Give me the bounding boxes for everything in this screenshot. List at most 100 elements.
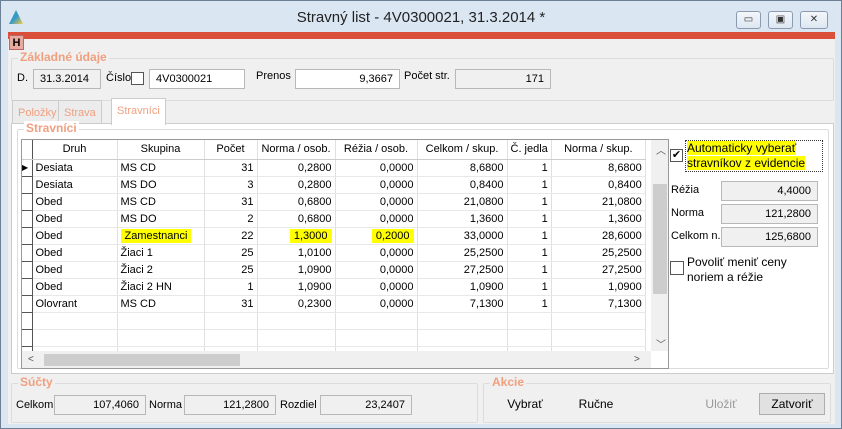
table-cell[interactable]: 0,2800 <box>257 176 336 194</box>
table-cell[interactable]: Zamestnanci <box>117 227 205 245</box>
column-header[interactable]: Norma / osob. <box>257 140 336 160</box>
table-row[interactable]: Obed Žiaci 2 25 1,0900 0,0000 27,2500 1 27,2500 <box>22 261 646 279</box>
table-cell[interactable]: 1,3600 <box>417 210 508 228</box>
table-row[interactable]: Obed MS DO 2 0,6800 0,0000 1,3600 1 1,3600 <box>22 210 646 228</box>
ulozit-button[interactable]: Uložiť <box>705 397 737 411</box>
table-cell[interactable]: 21,0800 <box>417 193 508 211</box>
stravnici-grid[interactable]: Druh Skupina Počet Norma / osob. Réžia / oso… <box>21 139 669 369</box>
table-row[interactable]: Obed Žiaci 1 25 1,0100 0,0000 25,2500 1 25,2500 <box>22 244 646 262</box>
table-cell[interactable] <box>335 329 418 347</box>
allow-edit-checkbox[interactable] <box>670 261 684 275</box>
table-row[interactable] <box>22 312 646 330</box>
table-cell[interactable] <box>551 312 646 330</box>
table-cell[interactable]: 31 <box>204 159 258 177</box>
current-row-arrow-icon[interactable]: ▶ <box>22 159 33 177</box>
row-indicator[interactable] <box>22 244 33 262</box>
table-cell[interactable]: Žiaci 2 <box>117 261 205 279</box>
table-cell[interactable]: 31 <box>204 295 258 313</box>
auto-select-label[interactable]: Automaticky vyberať stravníkov z evidenc… <box>685 140 823 172</box>
table-cell[interactable] <box>507 312 552 330</box>
table-cell[interactable] <box>417 312 508 330</box>
table-cell[interactable]: 25 <box>204 244 258 262</box>
table-cell[interactable]: 31 <box>204 193 258 211</box>
table-cell[interactable]: 33,0000 <box>417 227 508 245</box>
table-cell[interactable]: 1,3000 <box>257 227 336 245</box>
table-cell[interactable]: 1 <box>507 261 552 279</box>
table-cell[interactable]: 0,8400 <box>551 176 646 194</box>
table-cell[interactable]: 0,0000 <box>335 176 418 194</box>
table-cell[interactable]: 1,0900 <box>257 261 336 279</box>
table-cell[interactable] <box>32 329 118 347</box>
tab-polozky[interactable]: Položky <box>12 100 63 124</box>
table-cell[interactable] <box>32 312 118 330</box>
table-cell[interactable] <box>257 312 336 330</box>
maximize-button[interactable]: ▣ <box>768 11 793 29</box>
table-cell[interactable]: Obed <box>32 210 118 228</box>
table-cell[interactable]: 0,0000 <box>335 261 418 279</box>
table-cell[interactable]: 1 <box>507 295 552 313</box>
table-row[interactable]: Obed Zamestnanci 22 1,3000 0,2000 33,0000 1 28,… <box>22 227 646 245</box>
scroll-right-icon[interactable]: > <box>634 354 640 365</box>
row-indicator[interactable] <box>22 227 33 245</box>
table-cell[interactable]: 0,8400 <box>417 176 508 194</box>
table-cell[interactable]: MS CD <box>117 159 205 177</box>
table-cell[interactable]: 1 <box>507 176 552 194</box>
row-indicator[interactable] <box>22 278 33 296</box>
table-cell[interactable] <box>507 329 552 347</box>
table-cell[interactable]: MS DO <box>117 210 205 228</box>
table-cell[interactable] <box>417 329 508 347</box>
table-cell[interactable]: 0,2800 <box>257 159 336 177</box>
row-indicator[interactable] <box>22 210 33 228</box>
column-header[interactable]: Réžia / osob. <box>335 140 418 160</box>
table-cell[interactable]: 0,2300 <box>257 295 336 313</box>
table-cell[interactable]: 0,0000 <box>335 244 418 262</box>
table-cell[interactable]: 1 <box>507 193 552 211</box>
table-cell[interactable] <box>551 329 646 347</box>
table-cell[interactable]: 1,3600 <box>551 210 646 228</box>
table-cell[interactable]: 1 <box>507 227 552 245</box>
table-cell[interactable]: 1,0100 <box>257 244 336 262</box>
table-cell[interactable]: 0,0000 <box>335 295 418 313</box>
tab-strava[interactable]: Strava <box>58 100 102 124</box>
table-cell[interactable]: 27,2500 <box>417 261 508 279</box>
table-cell[interactable] <box>204 329 258 347</box>
table-cell[interactable]: 1 <box>204 278 258 296</box>
row-indicator[interactable] <box>22 295 33 313</box>
table-cell[interactable]: 21,0800 <box>551 193 646 211</box>
cislo-checkbox[interactable] <box>131 72 144 85</box>
table-cell[interactable] <box>257 329 336 347</box>
table-cell[interactable] <box>335 312 418 330</box>
table-cell[interactable]: 27,2500 <box>551 261 646 279</box>
table-cell[interactable]: Obed <box>32 261 118 279</box>
column-header[interactable]: Norma / skup. <box>551 140 646 160</box>
table-cell[interactable]: Obed <box>32 278 118 296</box>
table-cell[interactable]: MS CD <box>117 193 205 211</box>
table-cell[interactable]: 7,1300 <box>417 295 508 313</box>
column-header[interactable]: Celkom / skup. <box>417 140 508 160</box>
row-indicator[interactable] <box>22 193 33 211</box>
table-row[interactable]: Obed MS CD 31 0,6800 0,0000 21,0800 1 21,0800 <box>22 193 646 211</box>
table-cell[interactable]: Obed <box>32 244 118 262</box>
table-cell[interactable]: 0,0000 <box>335 159 418 177</box>
table-cell[interactable]: 0,0000 <box>335 210 418 228</box>
table-cell[interactable]: 1,0900 <box>551 278 646 296</box>
scroll-up-icon[interactable]: ︿ <box>656 146 666 157</box>
table-cell[interactable]: 3 <box>204 176 258 194</box>
minimize-button[interactable]: ▭ <box>736 11 761 29</box>
table-cell[interactable]: 25 <box>204 261 258 279</box>
table-cell[interactable]: 0,0000 <box>335 193 418 211</box>
table-row[interactable]: Desiata MS DO 3 0,2800 0,0000 0,8400 1 0,8400 <box>22 176 646 194</box>
rucne-button[interactable]: Ručne <box>578 397 614 411</box>
vertical-scrollbar[interactable]: ︿ ﹀ <box>651 140 668 351</box>
date-field[interactable]: 31.3.2014 <box>33 69 101 89</box>
table-cell[interactable]: 1,0900 <box>257 278 336 296</box>
table-cell[interactable] <box>117 329 205 347</box>
scroll-left-icon[interactable]: < <box>28 354 34 365</box>
table-cell[interactable]: Desiata <box>32 159 118 177</box>
table-cell[interactable]: Žiaci 1 <box>117 244 205 262</box>
table-row[interactable]: ▶ Desiata MS CD 31 0,2800 0,0000 8,6800 1 8,6800 <box>22 159 646 177</box>
table-cell[interactable]: 0,0000 <box>335 278 418 296</box>
table-cell[interactable]: 1 <box>507 210 552 228</box>
column-header[interactable]: Skupina <box>117 140 205 160</box>
row-indicator[interactable] <box>22 261 33 279</box>
